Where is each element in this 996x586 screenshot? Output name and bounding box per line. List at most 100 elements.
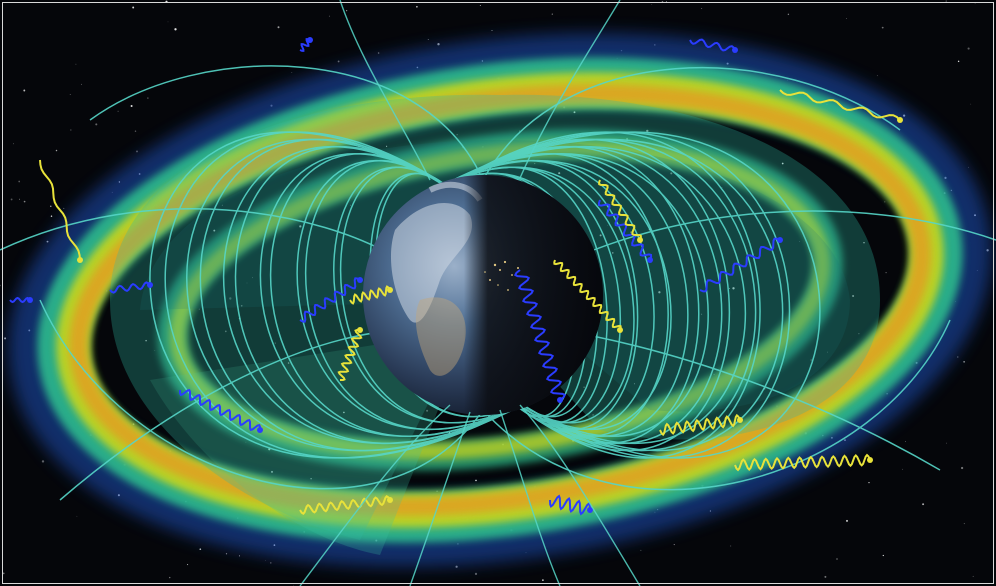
particle-trajectories bbox=[9, 37, 903, 516]
star bbox=[167, 21, 169, 23]
star bbox=[224, 330, 227, 333]
star bbox=[599, 234, 602, 237]
star bbox=[50, 205, 52, 207]
blue-particle-track bbox=[597, 199, 653, 261]
star bbox=[885, 271, 887, 274]
star bbox=[63, 207, 65, 209]
star bbox=[252, 277, 253, 279]
star bbox=[229, 297, 232, 300]
star bbox=[437, 43, 440, 46]
star bbox=[41, 460, 45, 463]
star bbox=[884, 201, 886, 203]
star bbox=[475, 479, 477, 482]
star bbox=[221, 204, 223, 206]
star bbox=[225, 553, 228, 555]
particle-head bbox=[637, 237, 643, 243]
star bbox=[169, 576, 171, 579]
star bbox=[23, 89, 26, 92]
star bbox=[824, 575, 827, 578]
blue-particle-track bbox=[299, 38, 311, 52]
star bbox=[945, 0, 947, 2]
star bbox=[974, 2, 976, 4]
magnetic-field-lines bbox=[0, 65, 996, 501]
star bbox=[10, 198, 13, 201]
star bbox=[130, 104, 133, 108]
star bbox=[416, 5, 418, 8]
particle-head bbox=[897, 117, 903, 123]
field-line bbox=[149, 131, 523, 459]
field-line bbox=[446, 166, 621, 424]
yellow-particle-track bbox=[553, 259, 622, 331]
star bbox=[868, 481, 870, 484]
star bbox=[377, 52, 380, 54]
star bbox=[551, 13, 553, 15]
star bbox=[198, 308, 200, 310]
star bbox=[299, 225, 302, 228]
star bbox=[583, 386, 585, 389]
outer-radiation-belt bbox=[8, 33, 992, 567]
particle-head bbox=[737, 417, 743, 423]
star bbox=[474, 572, 478, 576]
star bbox=[957, 356, 959, 358]
star bbox=[640, 549, 642, 551]
star bbox=[238, 555, 241, 557]
particle-head bbox=[387, 497, 393, 503]
star bbox=[670, 172, 673, 175]
field-line bbox=[296, 159, 523, 431]
star bbox=[50, 215, 53, 217]
star bbox=[863, 242, 865, 244]
star bbox=[858, 333, 860, 335]
star bbox=[902, 468, 904, 470]
star bbox=[456, 134, 458, 136]
field-line bbox=[39, 299, 484, 490]
particle-head bbox=[357, 277, 363, 283]
star bbox=[349, 204, 351, 206]
star bbox=[310, 477, 312, 480]
star bbox=[633, 383, 635, 385]
star bbox=[592, 414, 594, 416]
yellow-particle-track bbox=[349, 285, 391, 305]
star bbox=[426, 409, 429, 412]
star bbox=[132, 6, 135, 9]
field-line bbox=[446, 138, 757, 452]
star bbox=[661, 1, 664, 3]
city-lights bbox=[484, 260, 519, 291]
star bbox=[701, 313, 703, 315]
star bbox=[534, 162, 536, 165]
star bbox=[607, 224, 609, 226]
star bbox=[174, 28, 177, 31]
star bbox=[18, 180, 21, 183]
particle-head bbox=[617, 327, 623, 333]
star bbox=[970, 103, 972, 105]
particle-head bbox=[307, 37, 313, 43]
star bbox=[519, 130, 520, 132]
yellow-particle-track bbox=[659, 413, 741, 437]
particle-head bbox=[77, 257, 83, 263]
field-line bbox=[259, 153, 523, 437]
star bbox=[479, 5, 481, 6]
star bbox=[75, 63, 77, 65]
field-line bbox=[446, 153, 689, 437]
star bbox=[845, 17, 847, 19]
field-line bbox=[559, 329, 941, 471]
particle-head bbox=[867, 457, 873, 463]
yellow-particle-track bbox=[337, 329, 363, 381]
star bbox=[4, 337, 7, 340]
star bbox=[963, 361, 965, 363]
blue-particle-track bbox=[109, 281, 151, 294]
star bbox=[246, 282, 248, 284]
field-line bbox=[186, 138, 523, 452]
star bbox=[836, 558, 838, 560]
star bbox=[845, 519, 849, 522]
star bbox=[328, 15, 330, 17]
blue-particle-track bbox=[299, 277, 361, 323]
star bbox=[967, 47, 970, 50]
star bbox=[270, 562, 272, 564]
star bbox=[213, 229, 216, 232]
star bbox=[882, 554, 884, 557]
star bbox=[972, 575, 974, 577]
star bbox=[968, 166, 969, 168]
star bbox=[852, 294, 855, 298]
particle-head bbox=[732, 47, 738, 53]
star bbox=[558, 172, 561, 175]
